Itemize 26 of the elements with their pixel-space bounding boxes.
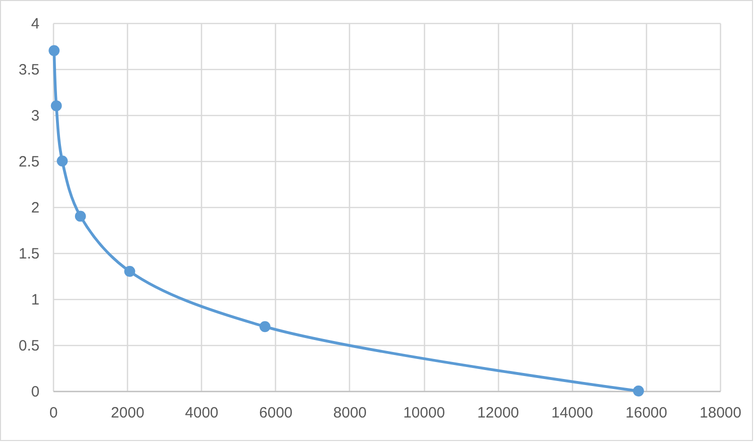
x-tick-label: 10000 <box>403 404 445 422</box>
y-tick-label: 3 <box>31 108 40 124</box>
point <box>50 100 62 112</box>
point <box>259 321 270 332</box>
x-tick-label: 2000 <box>110 404 144 422</box>
y-tick-label: 3.5 <box>18 62 40 78</box>
x-tick-label: 12000 <box>477 404 520 422</box>
x-tick-label: 6000 <box>259 404 293 422</box>
point <box>74 210 86 222</box>
x-tick-label: 16000 <box>626 404 668 422</box>
y-tick-label: 1.5 <box>18 246 40 262</box>
x-tick-label: 4000 <box>185 404 218 422</box>
point <box>56 156 68 166</box>
x-tick-label: 8000 <box>333 404 367 422</box>
y-tick-label: 1 <box>31 292 40 308</box>
point <box>124 266 136 277</box>
y-tick-label: 0.5 <box>18 338 40 354</box>
point <box>48 45 60 56</box>
y-tick-label: 4 <box>31 16 40 32</box>
x-tick-label: 14000 <box>551 404 594 422</box>
y-tick-label: 2.5 <box>18 154 40 170</box>
x-tick-label: 0 <box>49 404 58 422</box>
x-tick-label: 18000 <box>700 404 742 422</box>
point <box>633 386 644 396</box>
y-tick-label: 0 <box>31 384 40 400</box>
y-tick-label: 2 <box>31 200 40 216</box>
